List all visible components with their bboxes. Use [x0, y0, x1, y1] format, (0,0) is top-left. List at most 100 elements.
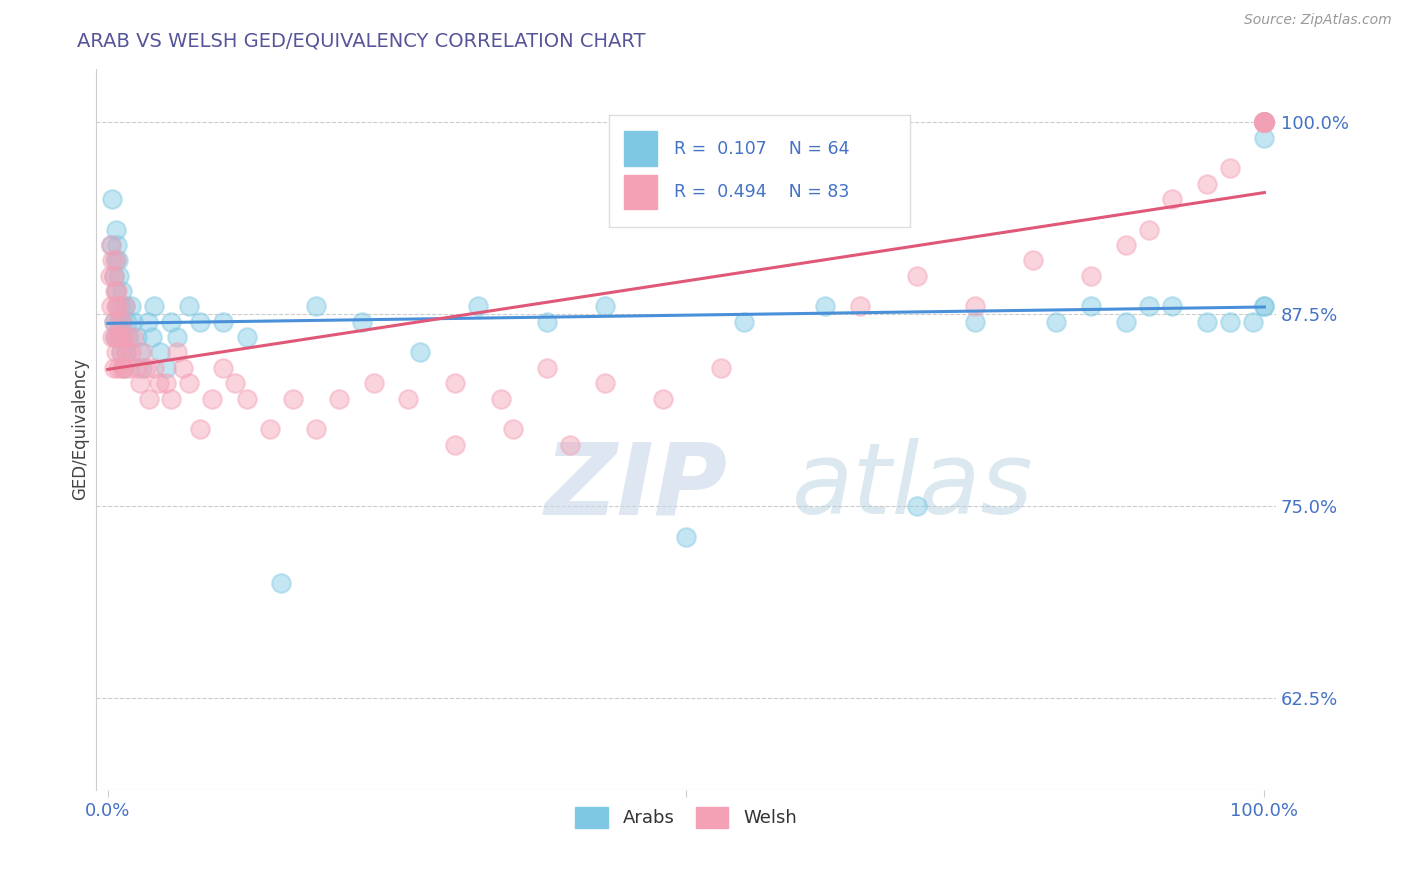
Point [101, 253, 124, 268]
Point [104, 253, 127, 268]
Point [212, 360, 235, 375]
Point [1115, 315, 1137, 329]
Point [281, 392, 304, 406]
Point [103, 268, 125, 283]
Point [443, 376, 465, 391]
Point [103, 360, 125, 375]
Point [117, 315, 139, 329]
Point [101, 330, 124, 344]
Point [104, 284, 127, 298]
Point [120, 345, 142, 359]
Text: Source: ZipAtlas.com: Source: ZipAtlas.com [1244, 13, 1392, 28]
Point [117, 330, 139, 344]
Point [105, 238, 128, 252]
Point [103, 315, 125, 329]
Point [652, 392, 675, 406]
Point [1195, 315, 1218, 329]
Point [1253, 115, 1275, 129]
Point [1045, 315, 1067, 329]
Point [1022, 253, 1045, 268]
Point [131, 360, 153, 375]
Point [104, 345, 127, 359]
Point [270, 575, 292, 590]
Point [1137, 300, 1160, 314]
Point [177, 376, 200, 391]
Point [1253, 115, 1275, 129]
Point [112, 360, 135, 375]
Point [115, 345, 138, 359]
Point [1253, 115, 1275, 129]
Legend: Arabs, Welsh: Arabs, Welsh [568, 800, 804, 835]
Point [305, 422, 328, 436]
Point [135, 360, 157, 375]
Point [100, 238, 122, 252]
Text: ZIP: ZIP [544, 439, 727, 535]
Point [111, 315, 134, 329]
Point [143, 300, 166, 314]
Point [536, 360, 558, 375]
Point [155, 360, 177, 375]
Point [136, 315, 159, 329]
Text: R =  0.494    N = 83: R = 0.494 N = 83 [675, 183, 849, 201]
Point [160, 315, 183, 329]
Point [188, 315, 211, 329]
Point [104, 222, 127, 236]
Point [100, 238, 122, 252]
Point [305, 300, 328, 314]
Point [122, 330, 145, 344]
Point [148, 376, 170, 391]
Point [111, 315, 134, 329]
Point [138, 392, 160, 406]
Point [108, 330, 131, 344]
Point [965, 300, 987, 314]
Point [104, 330, 127, 344]
Point [1253, 130, 1275, 145]
Point [259, 422, 281, 436]
Point [1080, 268, 1102, 283]
Point [104, 300, 127, 314]
Point [114, 300, 136, 314]
Point [160, 392, 183, 406]
Point [1080, 300, 1102, 314]
Point [201, 392, 224, 406]
Point [111, 360, 134, 375]
Point [103, 268, 125, 283]
Point [905, 268, 928, 283]
Point [101, 192, 124, 206]
Point [149, 345, 172, 359]
Point [104, 284, 127, 298]
Point [166, 345, 188, 359]
Point [814, 300, 837, 314]
Point [107, 300, 129, 314]
Point [115, 345, 138, 359]
Point [125, 330, 148, 344]
Point [363, 376, 385, 391]
Point [536, 315, 558, 329]
Point [155, 376, 177, 391]
Point [120, 300, 142, 314]
Point [398, 392, 420, 406]
Point [1219, 161, 1241, 176]
Point [848, 300, 870, 314]
Point [100, 300, 122, 314]
Point [143, 360, 166, 375]
Point [1253, 115, 1275, 129]
Point [103, 315, 125, 329]
Point [593, 300, 616, 314]
Point [129, 345, 152, 359]
Point [224, 376, 246, 391]
Point [107, 360, 129, 375]
Point [467, 300, 489, 314]
Point [710, 360, 733, 375]
Point [104, 330, 127, 344]
Point [502, 422, 524, 436]
Point [1253, 115, 1275, 129]
Point [117, 360, 139, 375]
Point [1253, 115, 1275, 129]
Point [443, 437, 465, 451]
Point [110, 345, 132, 359]
Point [177, 300, 200, 314]
Point [166, 330, 188, 344]
Y-axis label: GED/Equivalency: GED/Equivalency [72, 359, 89, 500]
Point [328, 392, 350, 406]
